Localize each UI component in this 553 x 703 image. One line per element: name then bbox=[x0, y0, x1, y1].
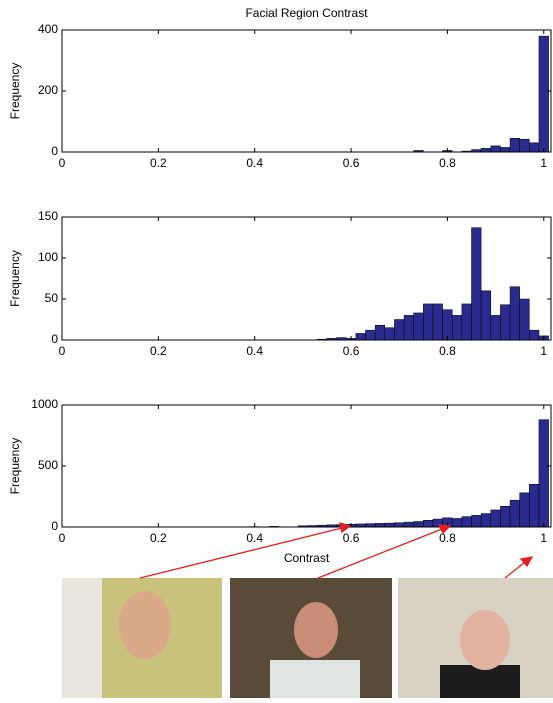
bar bbox=[404, 315, 414, 340]
y-axis-label: Frequency bbox=[8, 438, 22, 495]
jacket bbox=[270, 660, 360, 698]
x-tick-label: 0.8 bbox=[439, 156, 456, 170]
x-axis-label: Contrast bbox=[284, 551, 330, 565]
bar bbox=[394, 320, 404, 341]
x-tick-label: 0.4 bbox=[246, 156, 263, 170]
bar bbox=[366, 524, 376, 527]
y-tick-label: 200 bbox=[38, 83, 58, 97]
arrow bbox=[318, 529, 442, 578]
chart-panel: 0 50 100 150 0 0.2 0.4 0.6 0.8 1 Frequency bbox=[8, 209, 551, 358]
arrow bbox=[505, 562, 525, 578]
bar bbox=[491, 146, 501, 152]
bar bbox=[423, 304, 433, 340]
y-tick-label: 500 bbox=[38, 458, 58, 472]
bar bbox=[481, 514, 491, 527]
x-tick-label: 0.2 bbox=[150, 531, 167, 545]
bar bbox=[472, 515, 482, 527]
x-tick-label: 0.4 bbox=[246, 344, 263, 358]
bar bbox=[500, 147, 510, 152]
x-tick-label: 0.6 bbox=[343, 156, 360, 170]
axes-box bbox=[62, 405, 551, 527]
bar bbox=[520, 139, 530, 152]
bar bbox=[385, 523, 395, 527]
x-tick-label: 0.2 bbox=[150, 156, 167, 170]
bar bbox=[481, 291, 491, 340]
x-tick-label: 0.8 bbox=[439, 531, 456, 545]
bar bbox=[539, 420, 549, 527]
y-tick-label: 0 bbox=[51, 332, 58, 346]
bar bbox=[510, 287, 520, 340]
dress bbox=[440, 665, 520, 698]
bar bbox=[520, 299, 530, 340]
x-tick-label: 1 bbox=[540, 156, 547, 170]
face bbox=[294, 602, 338, 658]
x-tick-label: 1 bbox=[540, 344, 547, 358]
chart-title: Facial Region Contrast bbox=[245, 6, 368, 20]
bar bbox=[433, 304, 443, 340]
figure: 0500100000.20.40.60.81ContrastFrequency0… bbox=[0, 0, 553, 698]
photo-window bbox=[62, 578, 102, 698]
bar bbox=[394, 523, 404, 527]
bar bbox=[539, 36, 549, 152]
bar bbox=[385, 328, 395, 340]
arrows bbox=[140, 523, 532, 578]
bar bbox=[529, 330, 539, 340]
bar bbox=[404, 522, 414, 527]
bar bbox=[423, 520, 433, 527]
bar bbox=[520, 493, 530, 527]
bar bbox=[491, 315, 501, 340]
x-tick-label: 0 bbox=[59, 531, 66, 545]
bar bbox=[443, 310, 453, 340]
bar bbox=[472, 228, 482, 340]
y-axis-label: Frequency bbox=[8, 63, 22, 120]
y-tick-label: 0 bbox=[51, 519, 58, 533]
bar bbox=[375, 325, 385, 340]
y-tick-label: 400 bbox=[38, 22, 58, 36]
face bbox=[460, 610, 510, 670]
bar bbox=[529, 143, 539, 152]
y-tick-label: 100 bbox=[38, 250, 58, 264]
bar bbox=[510, 138, 520, 152]
x-tick-label: 0 bbox=[59, 344, 66, 358]
x-tick-label: 1 bbox=[540, 531, 547, 545]
bar bbox=[462, 304, 472, 340]
face bbox=[119, 591, 171, 659]
bar bbox=[414, 313, 424, 340]
bar bbox=[481, 148, 491, 152]
bar bbox=[529, 484, 539, 527]
x-tick-label: 0.2 bbox=[150, 344, 167, 358]
x-tick-label: 0.6 bbox=[343, 344, 360, 358]
axes-box bbox=[62, 30, 551, 152]
bar bbox=[500, 506, 510, 527]
bar bbox=[375, 523, 385, 527]
y-tick-label: 0 bbox=[51, 144, 58, 158]
bar bbox=[452, 315, 462, 340]
bar bbox=[366, 330, 376, 340]
bar bbox=[500, 305, 510, 340]
y-axis-label: Frequency bbox=[8, 250, 22, 307]
bar bbox=[491, 510, 501, 527]
x-tick-label: 0.6 bbox=[343, 531, 360, 545]
bar bbox=[452, 518, 462, 527]
chart-panel: 0 200 400 0 0.2 0.4 0.6 0.8 1 Facial Region Contr… bbox=[8, 6, 551, 170]
bar bbox=[356, 333, 366, 340]
bar bbox=[462, 517, 472, 527]
y-tick-label: 50 bbox=[45, 291, 59, 305]
bar bbox=[414, 522, 424, 527]
y-tick-label: 1000 bbox=[31, 397, 58, 411]
y-tick-label: 150 bbox=[38, 209, 58, 223]
photos bbox=[62, 578, 553, 698]
x-tick-label: 0.8 bbox=[439, 344, 456, 358]
chart-panel: 0 500 1000 0 0.2 0.4 0.6 0.8 1 Contrast Frequency bbox=[8, 397, 551, 565]
x-tick-label: 0 bbox=[59, 156, 66, 170]
bar bbox=[510, 500, 520, 527]
x-tick-label: 0.4 bbox=[246, 531, 263, 545]
